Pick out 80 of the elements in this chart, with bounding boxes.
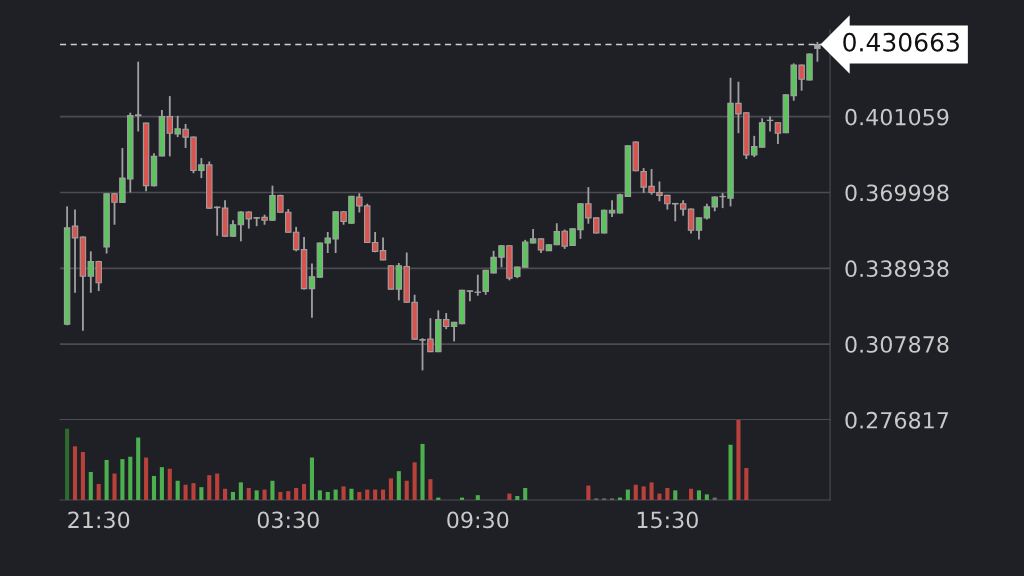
bar — [246, 487, 251, 500]
bar — [207, 475, 212, 500]
bar — [341, 486, 346, 500]
bar — [309, 457, 314, 500]
y-tick-label: 0.307878 — [845, 336, 949, 353]
bar — [515, 495, 520, 500]
bar — [633, 484, 638, 500]
candlestick — [71, 208, 79, 294]
bar — [72, 446, 78, 500]
bar — [704, 494, 709, 500]
bar — [88, 471, 93, 500]
bar — [254, 490, 259, 500]
bar — [262, 489, 267, 500]
candlestick — [687, 207, 695, 235]
bar — [641, 486, 646, 500]
bar — [696, 490, 701, 500]
bar — [365, 489, 370, 500]
bar — [112, 473, 117, 500]
bar — [673, 490, 678, 500]
bar — [96, 483, 101, 500]
bar — [230, 491, 236, 500]
bar — [167, 468, 172, 500]
bar — [151, 475, 157, 500]
bar — [128, 456, 133, 500]
bar — [744, 467, 749, 500]
candlestick — [695, 216, 703, 241]
bar — [388, 478, 393, 500]
bar — [302, 483, 307, 500]
bar — [625, 489, 630, 500]
bar — [475, 495, 480, 500]
bar — [278, 491, 283, 500]
x-tick-label: 21:30 — [68, 511, 130, 529]
bar — [144, 457, 149, 500]
y-tick-label: 0.276817 — [845, 411, 949, 429]
bar — [428, 479, 433, 500]
bar — [689, 488, 694, 500]
bar — [396, 471, 401, 500]
bar — [325, 491, 330, 500]
bar — [215, 473, 220, 500]
bar — [199, 487, 204, 500]
bar — [286, 491, 291, 500]
bar — [586, 485, 591, 500]
bar — [333, 489, 338, 500]
bar — [136, 437, 141, 500]
candlestick — [814, 41, 821, 63]
y-tick-label: 0.338938 — [845, 260, 949, 278]
bar — [349, 488, 354, 500]
bar — [357, 491, 362, 500]
bar — [80, 451, 85, 500]
bar — [191, 483, 196, 500]
bar — [183, 484, 188, 500]
bar — [412, 462, 417, 500]
bar — [657, 493, 662, 500]
bar — [404, 480, 409, 500]
x-tick-label: 09:30 — [447, 511, 509, 529]
bar — [523, 487, 528, 500]
bar — [649, 482, 654, 500]
ref-line-label: 0.430663 — [843, 32, 959, 52]
bar — [507, 493, 512, 500]
bar — [420, 443, 425, 500]
bar — [104, 459, 109, 500]
bar — [317, 490, 322, 500]
bar — [120, 459, 125, 500]
x-tick-label: 03:30 — [257, 511, 319, 529]
bar — [665, 487, 670, 500]
y-tick-label: 0.369998 — [845, 184, 949, 202]
x-tick-label: 15:30 — [637, 511, 698, 529]
candlestick — [308, 262, 316, 319]
bar — [159, 467, 164, 500]
bar — [380, 489, 386, 500]
bar — [270, 480, 275, 500]
bar — [373, 489, 378, 500]
y-tick-label: 0.401059 — [845, 108, 949, 126]
bar — [238, 482, 243, 500]
bar — [65, 428, 70, 500]
bar — [728, 444, 733, 500]
bar — [175, 480, 180, 500]
bar — [223, 488, 228, 500]
bar — [736, 419, 741, 500]
bar — [294, 487, 299, 500]
